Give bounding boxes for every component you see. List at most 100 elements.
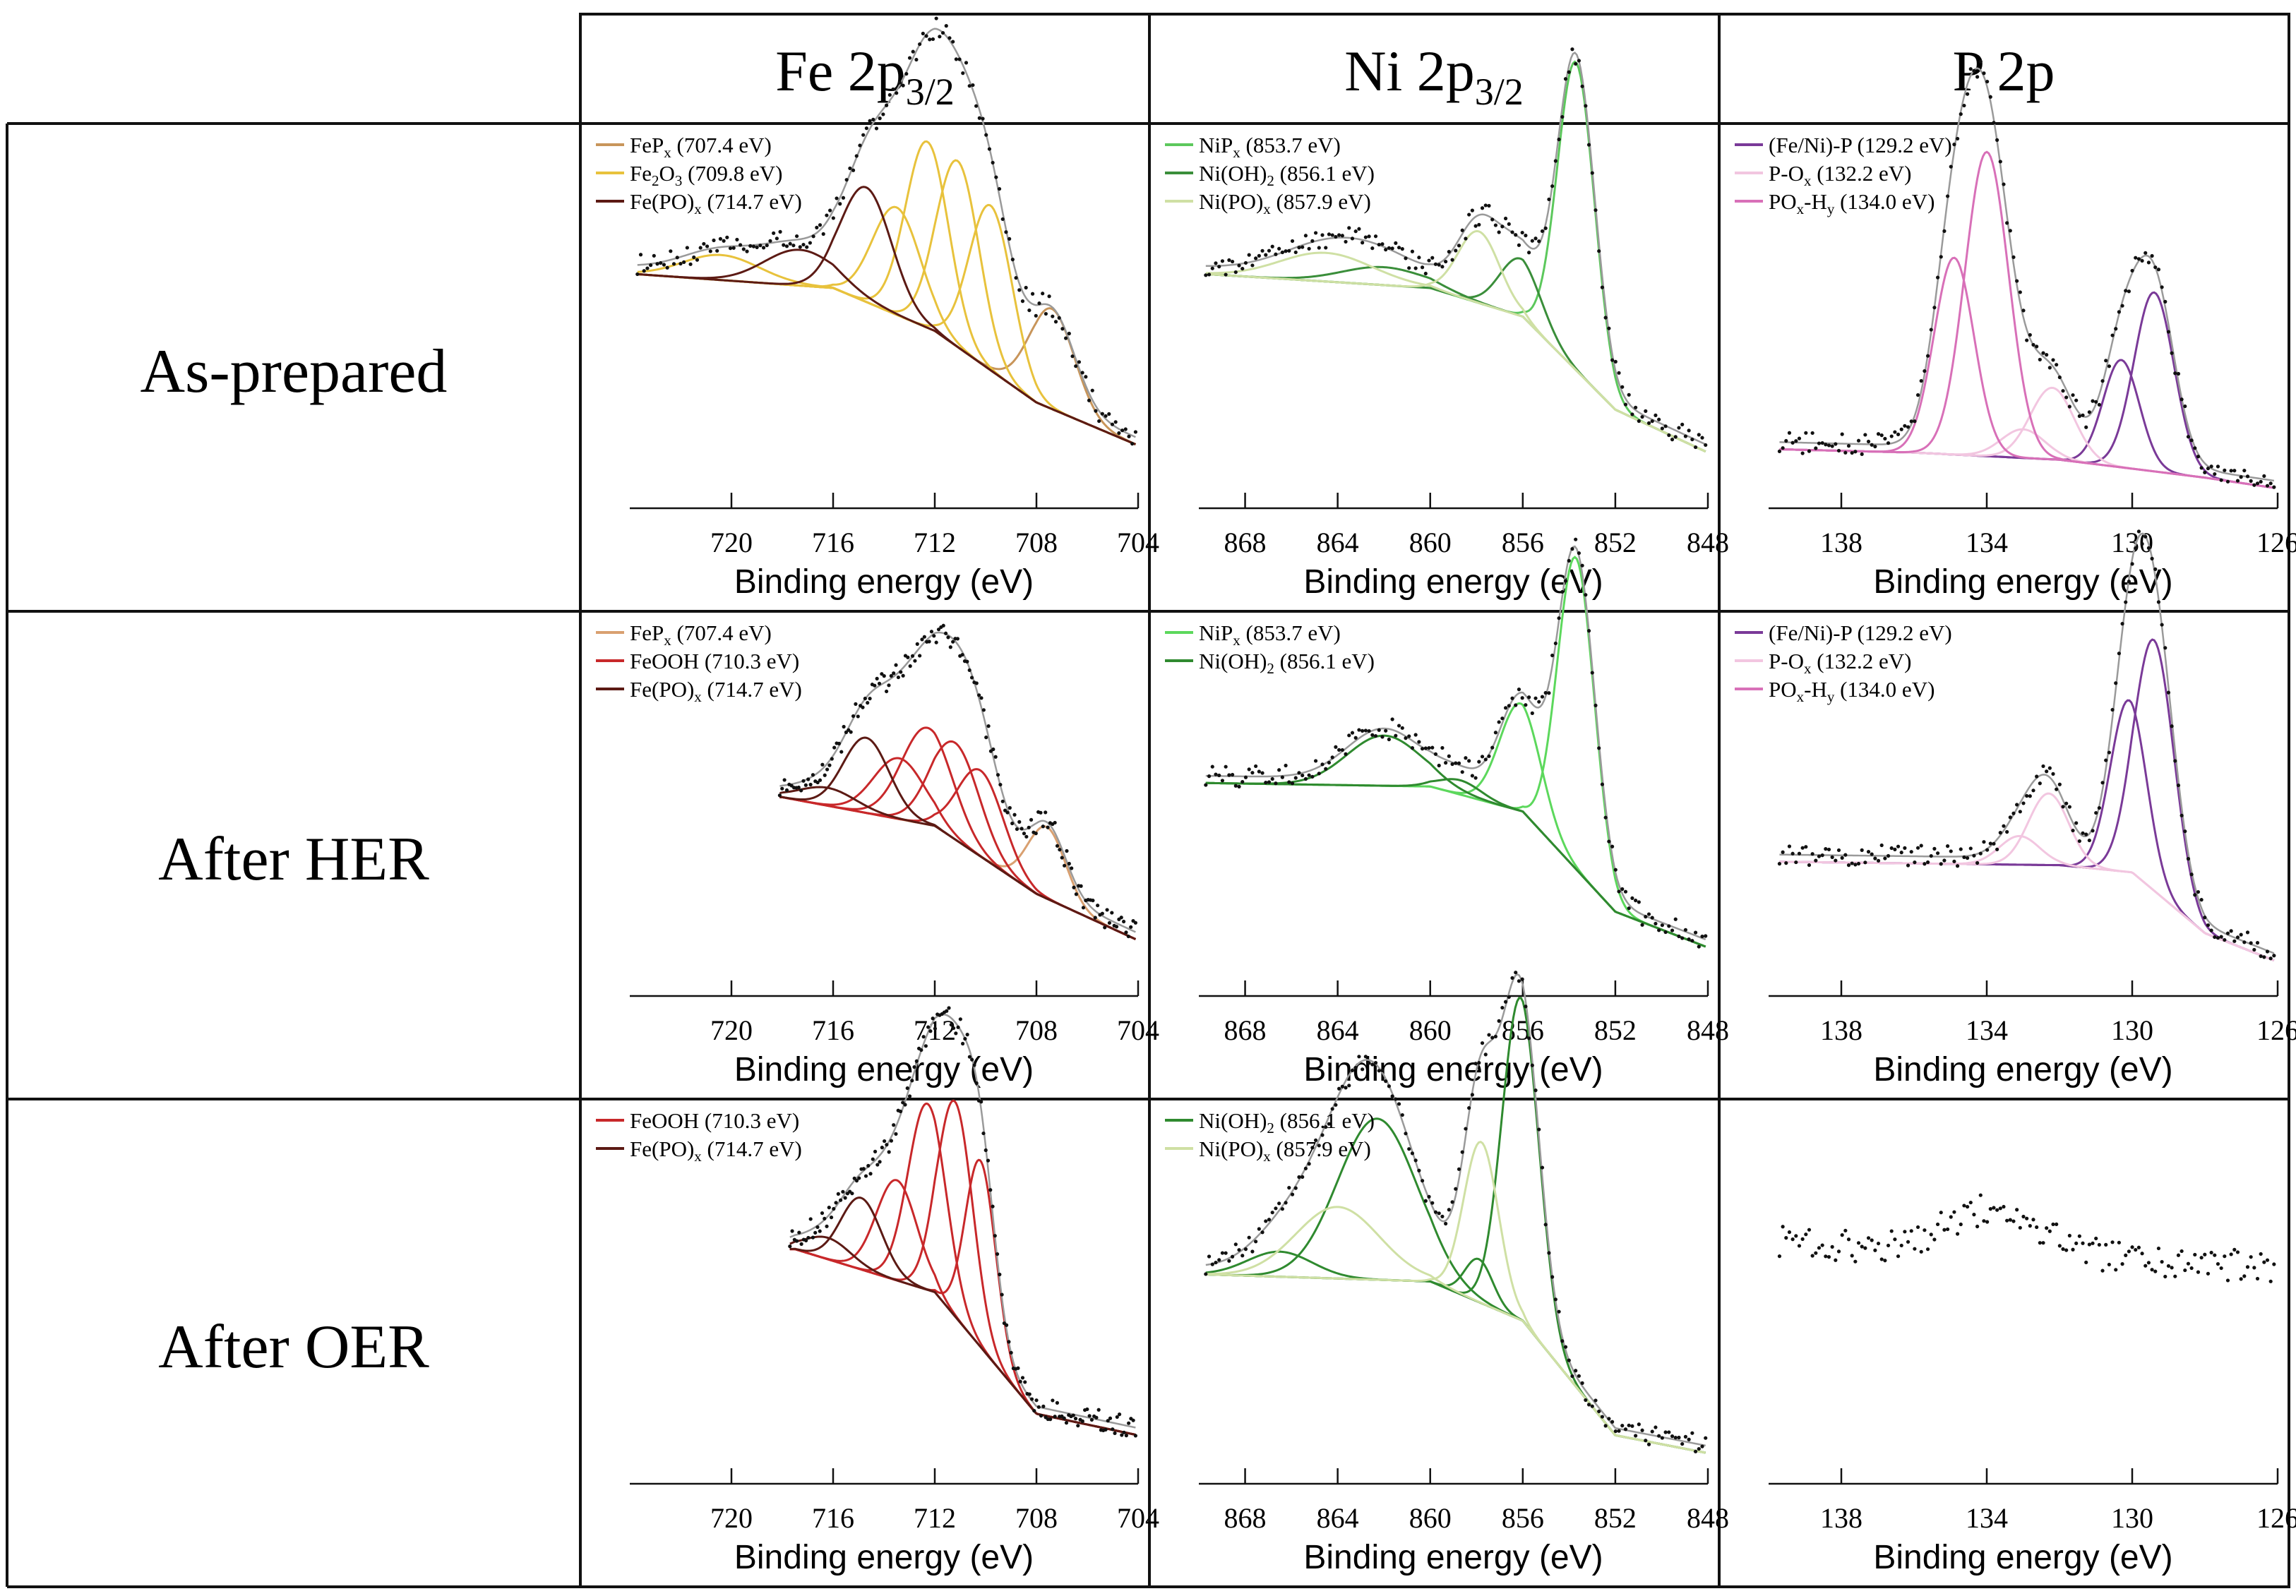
data-point	[1022, 832, 1027, 836]
data-point	[1507, 222, 1511, 227]
data-point	[887, 683, 891, 688]
data-point	[1410, 1151, 1415, 1156]
data-point	[981, 1131, 986, 1136]
data-point	[665, 265, 669, 270]
data-point	[1117, 431, 1121, 436]
data-point	[745, 249, 749, 253]
data-point	[1889, 434, 1894, 438]
data-point	[1039, 810, 1043, 815]
data-point	[1473, 776, 1478, 780]
data-point	[2209, 928, 2213, 932]
data-point	[739, 243, 743, 247]
data-point	[1853, 1259, 1858, 1264]
data-point	[1836, 1249, 1841, 1254]
data-point	[1660, 923, 1664, 928]
data-point	[1297, 246, 1301, 250]
data-point	[2084, 832, 2088, 836]
data-point	[1514, 971, 1518, 975]
data-point	[1046, 825, 1050, 829]
data-point	[1071, 1413, 1075, 1417]
data-point	[1126, 934, 1130, 939]
data-point	[1051, 1398, 1055, 1403]
data-point	[1130, 442, 1135, 446]
data-point	[1053, 320, 1058, 324]
data-point	[2110, 333, 2115, 337]
data-point	[1133, 1434, 1137, 1438]
data-point	[2117, 652, 2121, 656]
data-point	[1313, 759, 1318, 763]
data-point	[1254, 1240, 1258, 1244]
data-point	[991, 747, 995, 752]
data-point	[1394, 733, 1398, 738]
data-point	[1972, 853, 1976, 858]
data-point	[2015, 803, 2019, 807]
legend-label: (Fe/Ni)-P (129.2 eV)	[1769, 133, 1952, 157]
data-point	[1103, 925, 1107, 930]
data-point	[1076, 1424, 1080, 1428]
data-point	[1923, 862, 1927, 866]
data-point	[712, 238, 716, 243]
data-point	[1240, 1254, 1245, 1258]
data-point	[1820, 853, 1824, 858]
data-point	[1243, 260, 1248, 265]
data-point	[1935, 851, 1940, 856]
data-point	[1923, 369, 1927, 373]
data-point	[1866, 1236, 1871, 1240]
data-point	[1584, 1398, 1588, 1403]
data-point	[2252, 1266, 2256, 1270]
data-point	[1214, 261, 1218, 265]
data-point	[1850, 861, 1854, 865]
data-point	[874, 126, 879, 131]
data-point	[2114, 327, 2118, 331]
data-point	[841, 196, 846, 200]
data-point	[2057, 375, 2062, 380]
data-point	[2235, 1250, 2240, 1254]
data-point	[1233, 1242, 1238, 1247]
data-point	[2262, 1260, 2266, 1264]
data-point	[850, 1192, 854, 1196]
data-point	[1243, 1247, 1248, 1252]
data-point	[1952, 859, 1956, 863]
data-point	[1220, 779, 1225, 783]
data-point	[1939, 862, 1943, 866]
data-point	[642, 269, 646, 273]
data-point	[1942, 858, 1947, 863]
data-point	[1577, 59, 1581, 63]
data-point	[678, 261, 683, 266]
data-point	[1959, 1222, 1963, 1227]
data-point	[831, 216, 835, 220]
data-point	[1972, 1213, 1976, 1217]
data-point	[1826, 1255, 1831, 1259]
data-point	[1437, 763, 1441, 768]
data-point	[947, 36, 952, 40]
data-point	[877, 681, 882, 685]
data-point	[1640, 923, 1644, 927]
data-point	[1687, 1437, 1691, 1441]
data-point	[1044, 810, 1048, 815]
data-point	[808, 241, 813, 245]
x-tick-label: 860	[1409, 527, 1452, 558]
data-point	[1603, 316, 1608, 320]
data-point	[2272, 954, 2276, 958]
data-point	[1995, 138, 1999, 142]
data-point	[1373, 234, 1378, 239]
data-point	[1047, 294, 1051, 299]
data-point	[1846, 1237, 1851, 1242]
data-point	[1510, 976, 1514, 980]
data-point	[2223, 937, 2227, 942]
data-point	[2018, 1225, 2022, 1230]
data-point	[1243, 775, 1248, 779]
data-point	[891, 87, 895, 92]
data-point	[2173, 371, 2177, 376]
data-point	[991, 160, 995, 165]
x-tick-label: 868	[1224, 527, 1267, 558]
data-point	[1053, 1415, 1057, 1419]
data-point	[1370, 1062, 1375, 1067]
data-point	[1074, 364, 1078, 368]
data-point	[2239, 932, 2243, 937]
data-point	[1584, 104, 1588, 108]
data-point	[1115, 1415, 1119, 1420]
data-point	[1020, 827, 1024, 831]
legend: (Fe/Ni)-P (129.2 eV) P-Ox (132.2 eV)POx-H…	[1735, 133, 1952, 217]
data-point	[2025, 793, 2029, 798]
